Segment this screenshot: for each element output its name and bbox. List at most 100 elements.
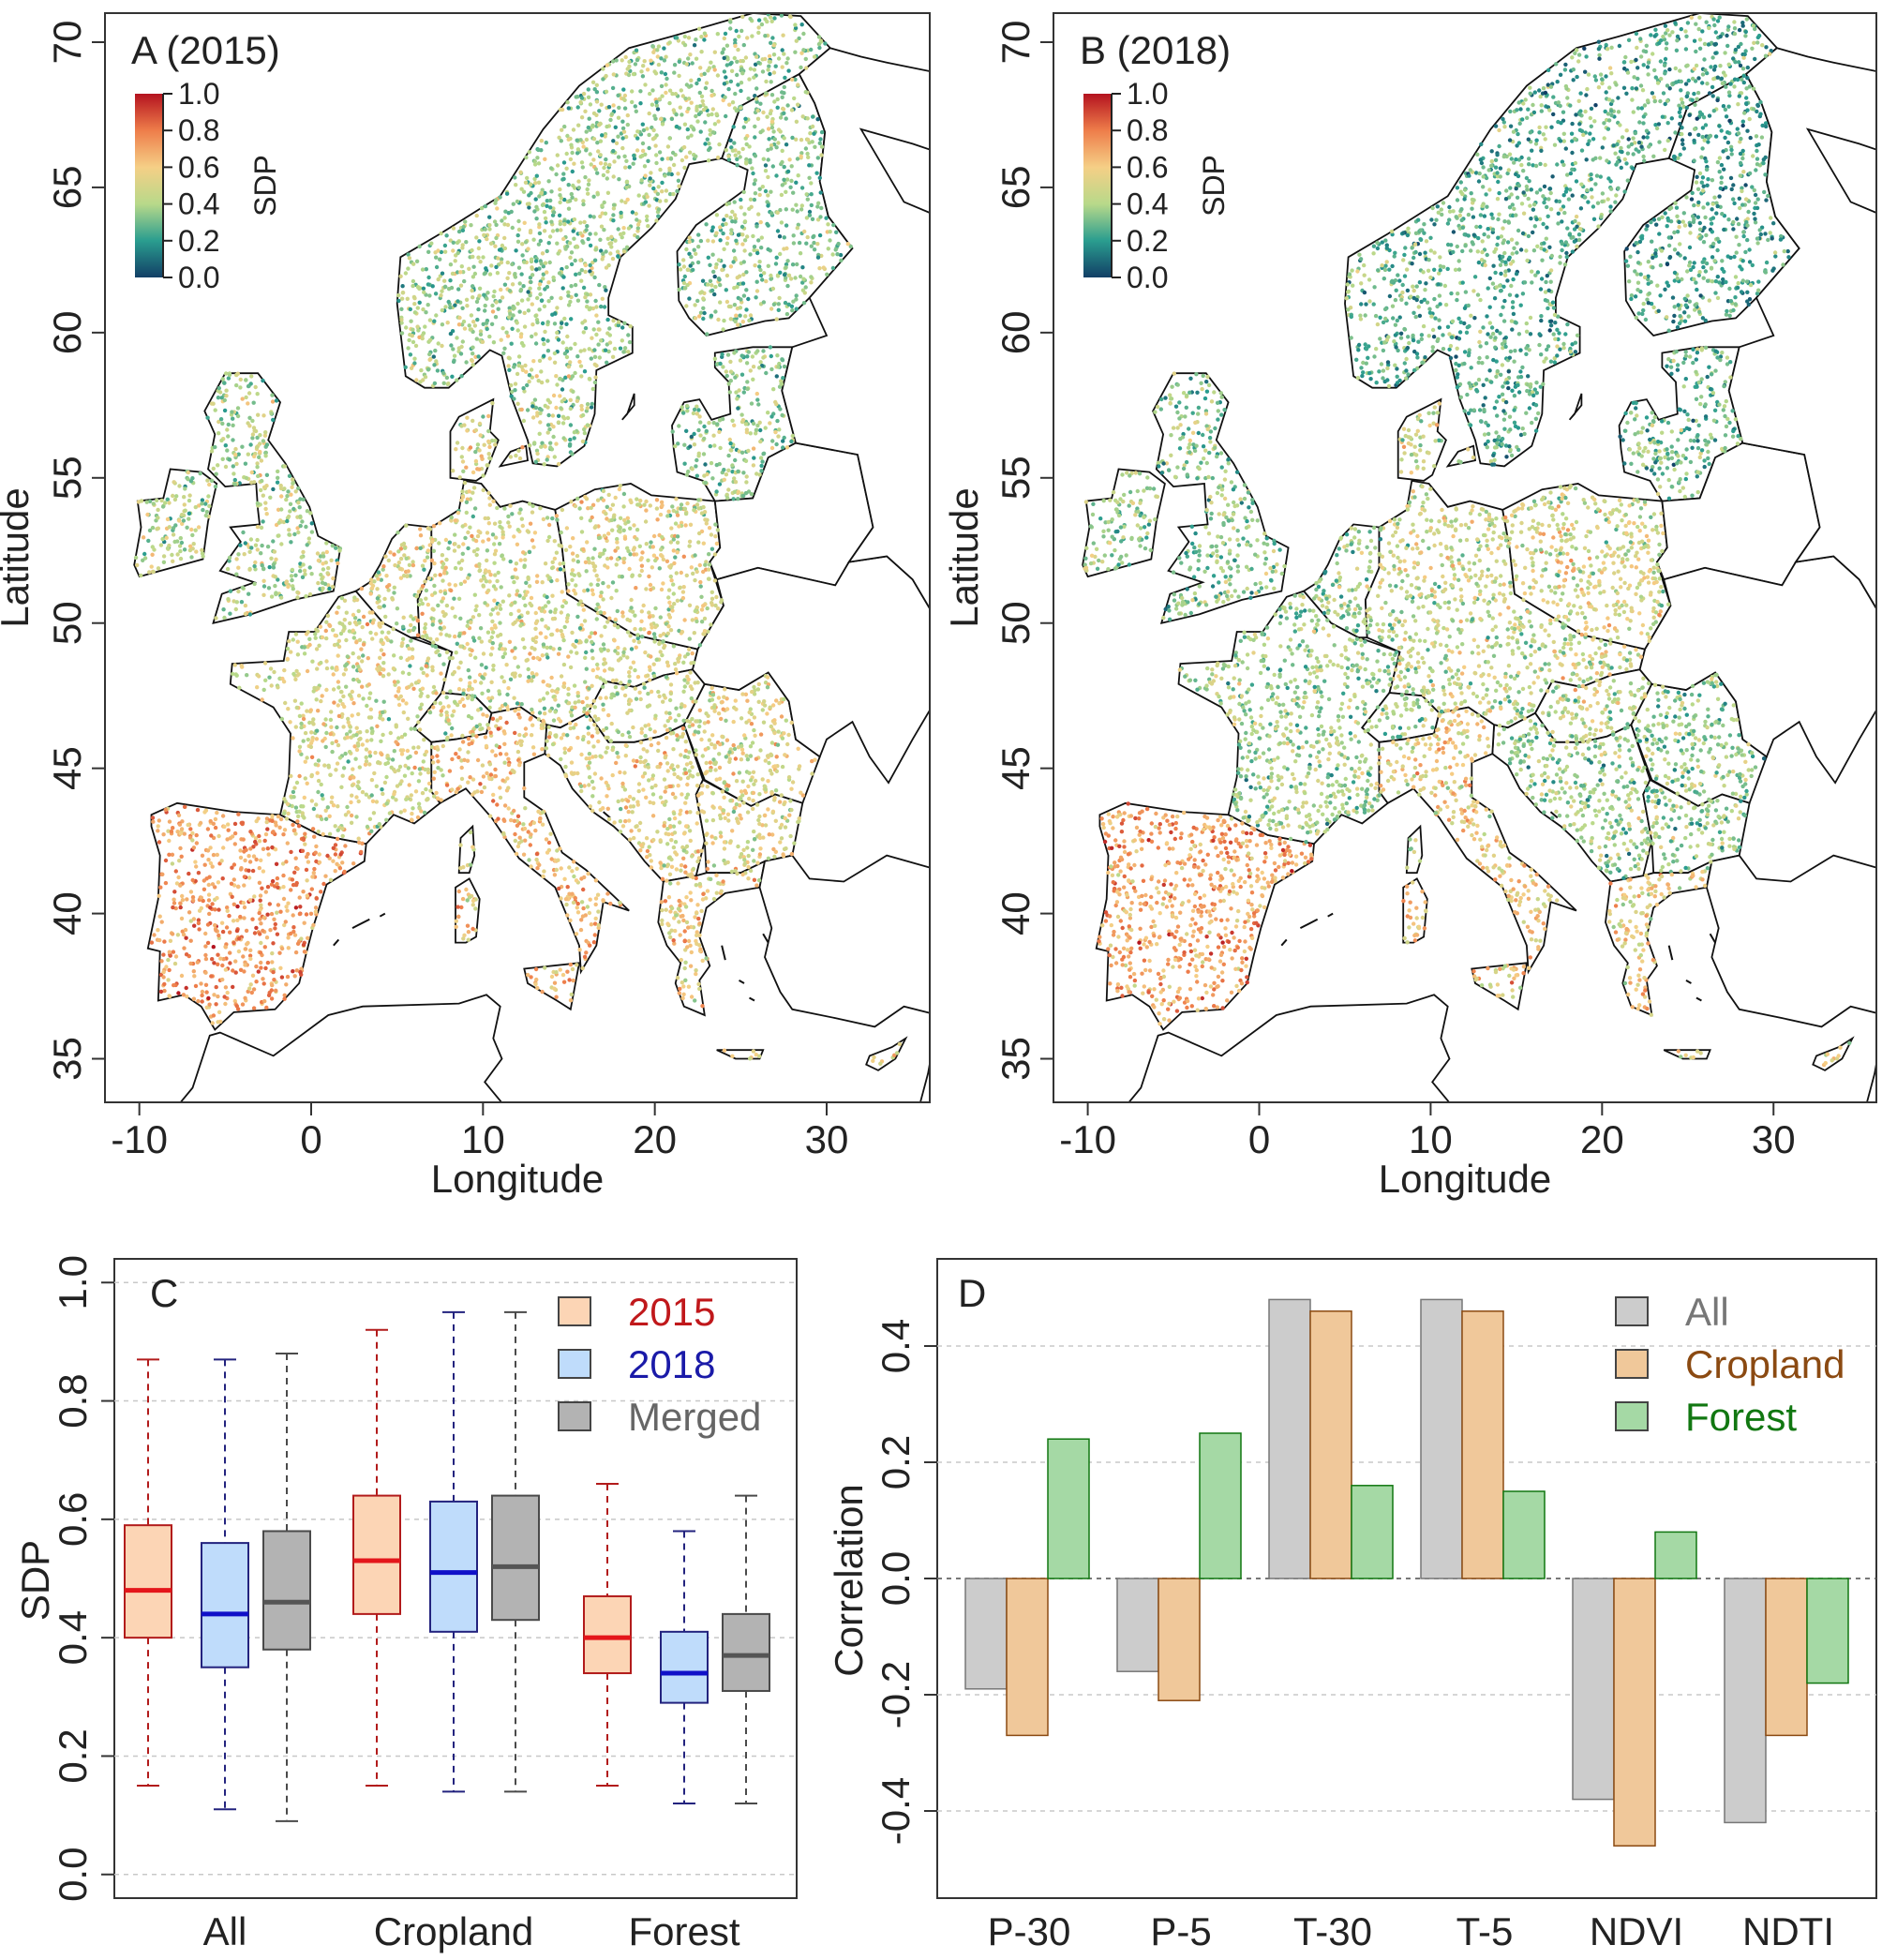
- sdp-point: [600, 257, 605, 262]
- sdp-point: [570, 705, 575, 710]
- sdp-point: [467, 895, 472, 900]
- sdp-point: [492, 561, 497, 565]
- sdp-point: [232, 842, 237, 846]
- sdp-point: [549, 447, 555, 452]
- sdp-point: [560, 561, 566, 566]
- sdp-point: [210, 1021, 215, 1025]
- sdp-point: [460, 306, 465, 310]
- sdp-point: [472, 592, 477, 597]
- sdp-point: [217, 907, 221, 912]
- sdp-point: [479, 205, 485, 211]
- sdp-point: [483, 271, 488, 276]
- sdp-point: [468, 681, 472, 685]
- sdp-point: [194, 864, 199, 869]
- sdp-point: [809, 275, 814, 279]
- sdp-point: [712, 292, 717, 297]
- sdp-point: [507, 593, 512, 598]
- sdp-point: [456, 511, 461, 516]
- sdp-point: [356, 608, 361, 614]
- sdp-point: [247, 953, 253, 958]
- sdp-point: [434, 264, 440, 270]
- sdp-point: [483, 672, 487, 677]
- sdp-point: [690, 61, 695, 66]
- sdp-point: [329, 725, 334, 729]
- sdp-point: [751, 171, 755, 176]
- sdp-point: [436, 277, 441, 282]
- sdp-point: [412, 302, 417, 307]
- sdp-point: [316, 789, 321, 795]
- sdp-point: [707, 576, 711, 581]
- sdp-point: [458, 866, 463, 871]
- sdp-point: [590, 561, 595, 566]
- sdp-point: [552, 351, 558, 356]
- sdp-point: [263, 678, 268, 682]
- sdp-point: [564, 354, 570, 360]
- sdp-point: [575, 910, 581, 915]
- sdp-point: [232, 663, 237, 667]
- sdp-point: [467, 489, 471, 494]
- sdp-point: [523, 726, 529, 731]
- sdp-point: [721, 97, 725, 103]
- sdp-point: [526, 679, 530, 683]
- sdp-point: [585, 703, 590, 709]
- sdp-point: [499, 337, 503, 342]
- sdp-point: [582, 348, 587, 352]
- sdp-point: [187, 871, 191, 876]
- sdp-point: [230, 865, 234, 870]
- sdp-point: [598, 161, 604, 166]
- sdp-point: [533, 626, 538, 631]
- sdp-point: [550, 413, 556, 418]
- sdp-point: [633, 667, 637, 673]
- sdp-point: [507, 524, 512, 529]
- sdp-point: [434, 313, 439, 318]
- sdp-point: [520, 636, 526, 642]
- sdp-point: [394, 798, 398, 802]
- sdp-point: [656, 207, 662, 212]
- sdp-point: [562, 624, 567, 630]
- sdp-point: [175, 933, 181, 937]
- sdp-point: [291, 671, 296, 677]
- sdp-point: [225, 990, 230, 995]
- sdp-point: [627, 679, 632, 684]
- sdp-point: [586, 191, 590, 196]
- sdp-point: [611, 139, 616, 143]
- sdp-point: [453, 532, 457, 537]
- sdp-point: [580, 603, 585, 607]
- sdp-point: [427, 543, 432, 547]
- sdp-point: [357, 621, 362, 625]
- sdp-point: [790, 77, 795, 82]
- sdp-point: [528, 521, 533, 526]
- sdp-point: [329, 710, 334, 714]
- sdp-point: [289, 931, 293, 936]
- sdp-point: [286, 935, 291, 940]
- sdp-point: [344, 610, 349, 615]
- sdp-point: [688, 52, 693, 57]
- sdp-point: [214, 984, 218, 990]
- sdp-point: [564, 322, 569, 326]
- sdp-point: [466, 694, 471, 699]
- sdp-point: [303, 759, 307, 764]
- sdp-point: [638, 627, 643, 632]
- sdp-point: [458, 352, 464, 356]
- sdp-point: [224, 925, 230, 930]
- sdp-point: [283, 920, 288, 924]
- sdp-point: [665, 559, 670, 563]
- sdp-point: [212, 961, 217, 965]
- sdp-point: [461, 319, 467, 324]
- sdp-point: [205, 940, 211, 946]
- sdp-point: [519, 340, 525, 346]
- sdp-point: [351, 861, 356, 866]
- sdp-point: [442, 591, 448, 596]
- sdp-point: [470, 418, 475, 424]
- sdp-point: [784, 265, 788, 270]
- sdp-point: [595, 662, 600, 667]
- sdp-point: [744, 288, 749, 292]
- sdp-point: [449, 515, 454, 520]
- sdp-point: [615, 249, 620, 254]
- sdp-point: [476, 708, 481, 712]
- sdp-point: [477, 448, 482, 453]
- sdp-point: [605, 620, 610, 624]
- sdp-point: [512, 534, 516, 539]
- sdp-point: [537, 307, 542, 312]
- sdp-point: [259, 960, 263, 965]
